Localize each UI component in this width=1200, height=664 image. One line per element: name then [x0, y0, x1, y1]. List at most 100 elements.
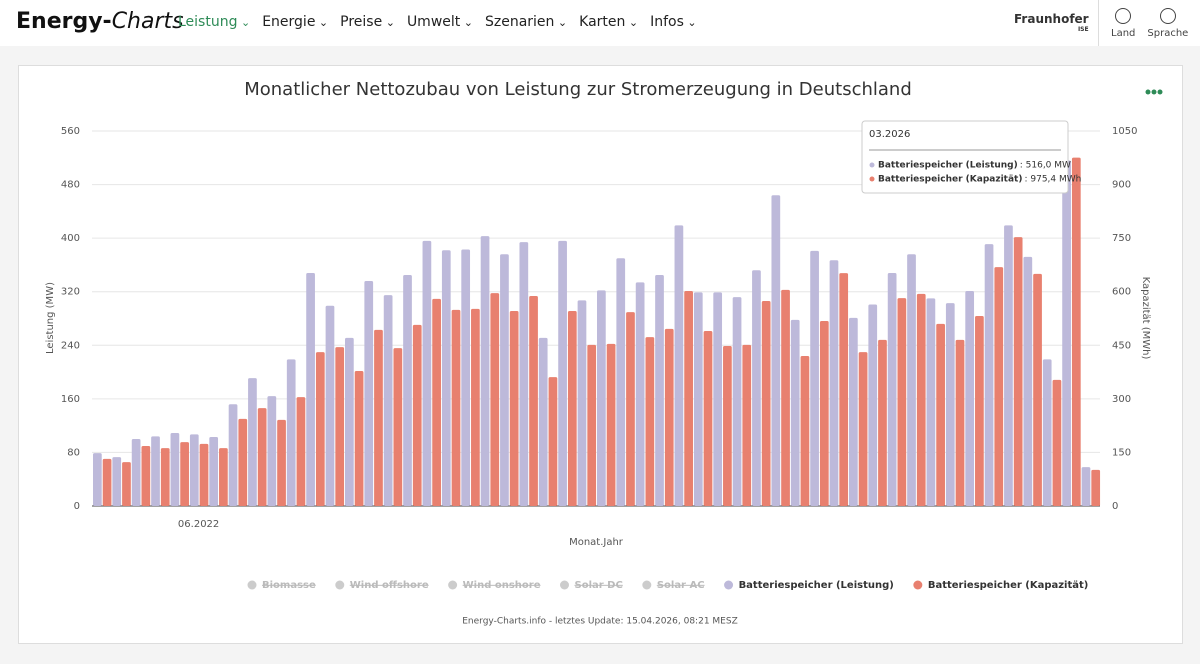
partner-logo[interactable]: Fraunhofer ISE: [1014, 12, 1089, 33]
menu-item[interactable]: Infos: [650, 14, 697, 30]
bar: [189, 434, 199, 506]
bar: [238, 418, 248, 506]
bar: [907, 254, 916, 506]
bar: [471, 308, 480, 506]
brand-first: Energy-: [16, 9, 112, 34]
bar: [723, 346, 732, 506]
y2-tick-label: 600: [1112, 287, 1131, 298]
bar: [567, 311, 577, 506]
y-tick-label: 400: [61, 233, 80, 244]
menu-item[interactable]: Leistung: [178, 14, 250, 30]
bar: [315, 352, 325, 506]
bar: [325, 305, 335, 506]
bar: [160, 448, 170, 506]
bar: [170, 433, 180, 506]
bar: [228, 404, 238, 506]
bar: [945, 303, 955, 506]
bar: [538, 337, 548, 506]
y-tick-label: 320: [61, 287, 80, 298]
menu-item[interactable]: Karten: [579, 14, 638, 30]
y-axis-label: Leistung (MW): [45, 282, 56, 354]
bar: [1062, 160, 1071, 506]
tool-label: Sprache: [1147, 28, 1189, 39]
bar: [790, 319, 800, 506]
legend-marker: [724, 580, 734, 590]
bar: [800, 356, 810, 506]
tool-button[interactable]: Land: [1111, 0, 1135, 46]
y-tick-label: 80: [67, 447, 80, 458]
bar: [248, 378, 257, 506]
bar: [199, 443, 209, 506]
tools: Land Sprache: [1098, 0, 1188, 46]
tool-button[interactable]: Sprache: [1147, 0, 1188, 46]
bar: [984, 244, 994, 506]
y-tick-label: 240: [61, 340, 80, 351]
bar: [761, 301, 771, 506]
bar: [732, 297, 742, 506]
brand[interactable]: Energy-Charts: [16, 9, 184, 34]
legend-item[interactable]: Solar AC: [657, 580, 705, 591]
bar: [616, 258, 626, 506]
legend-marker: [642, 580, 652, 590]
bar: [364, 281, 374, 506]
bar: [1081, 467, 1091, 506]
partner-sub: ISE: [1077, 26, 1089, 33]
menu-dots[interactable]: [1145, 89, 1163, 95]
legend-item[interactable]: Wind offshore: [350, 580, 429, 591]
bar: [345, 337, 354, 506]
bar: [519, 242, 529, 507]
menu-item[interactable]: Preise: [340, 14, 395, 30]
bar: [1091, 469, 1101, 506]
bar: [955, 339, 965, 506]
bar: [277, 419, 286, 506]
bar: [664, 328, 674, 506]
bar: [878, 339, 887, 506]
bar: [1071, 157, 1081, 506]
bar: [267, 396, 277, 506]
bar: [587, 344, 597, 506]
bar: [897, 298, 907, 506]
bar: [335, 347, 345, 506]
bar: [703, 331, 713, 506]
header: Energy-Charts Leistung Energie Preise Umwel…: [0, 0, 1200, 46]
bar: [577, 300, 587, 506]
legend-item[interactable]: Wind onshore: [463, 580, 541, 591]
bar: [597, 290, 606, 506]
menu-item[interactable]: Energie: [262, 14, 328, 30]
bar: [742, 344, 752, 506]
bar: [926, 298, 936, 506]
partner-name: Fraunhofer: [1014, 12, 1089, 26]
bar: [1042, 359, 1052, 506]
y2-tick-label: 300: [1112, 394, 1131, 405]
bar: [849, 317, 858, 506]
bar: [916, 293, 926, 506]
legend-item[interactable]: Solar DC: [575, 580, 623, 591]
bar: [558, 240, 567, 507]
bar: [112, 457, 122, 506]
y-tick-label: 480: [61, 180, 80, 191]
bar: [480, 236, 490, 507]
menu-item[interactable]: Szenarien: [485, 14, 567, 30]
menu: Leistung Energie Preise Umwelt Szenarien Kart…: [178, 14, 697, 30]
brand-second: Charts: [111, 9, 184, 34]
bar: [219, 448, 228, 506]
bar: [93, 453, 102, 506]
bar: [548, 377, 558, 506]
bar: [693, 292, 703, 506]
bar: [257, 408, 267, 506]
tooltip-box: [861, 120, 1069, 194]
bar: [432, 298, 441, 506]
legend-item[interactable]: Batteriespeicher (Kapazität): [928, 580, 1089, 591]
bar: [975, 316, 984, 506]
legend-item[interactable]: Biomasse: [262, 580, 316, 591]
bar: [713, 292, 723, 506]
bar: [752, 270, 761, 506]
y2-tick-label: 0: [1112, 501, 1118, 512]
bar: [529, 296, 538, 506]
chart-title: Monatlicher Nettozubau von Leistung zur …: [244, 79, 912, 100]
menu-item[interactable]: Umwelt: [407, 14, 473, 30]
legend-item[interactable]: Batteriespeicher (Leistung): [739, 580, 894, 591]
bar: [781, 289, 790, 506]
tooltip-title: 03.2026: [869, 129, 910, 140]
y-tick-label: 160: [61, 394, 80, 405]
